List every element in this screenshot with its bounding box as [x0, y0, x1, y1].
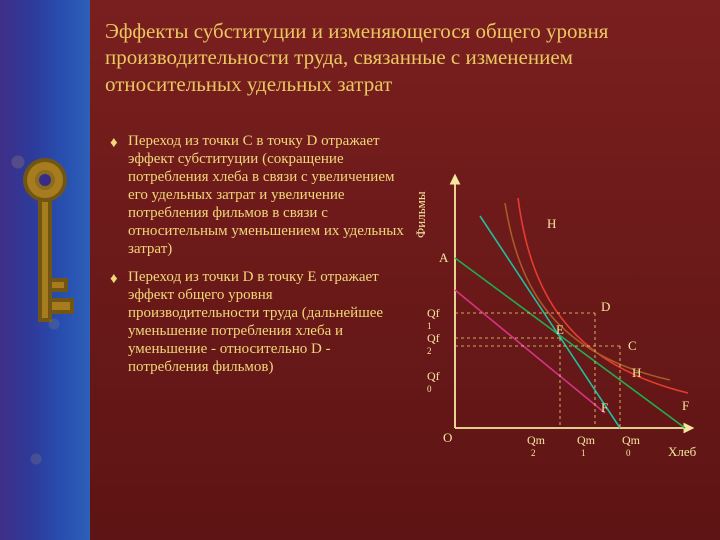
point-label: E [556, 322, 564, 337]
chart-curve-indiff-outer [518, 198, 688, 393]
x-tick-label: Qm [577, 433, 596, 447]
y-tick-sub: 2 [427, 346, 432, 356]
y-axis-label: Фильмы [413, 191, 428, 238]
point-label: A [439, 250, 449, 265]
bullet-text: Переход из точки D в точку E отражает эф… [128, 268, 405, 376]
chart-line-HH-teal [480, 216, 620, 428]
y-tick-label: Qf [427, 369, 440, 383]
key-icon [10, 150, 80, 370]
point-label: F [682, 398, 689, 413]
y-tick-label: Qf [427, 331, 440, 345]
x-tick-sub: 2 [531, 448, 536, 458]
diamond-bullet-icon: ♦ [110, 132, 128, 258]
x-tick-label: Qm [527, 433, 546, 447]
diamond-bullet-icon: ♦ [110, 268, 128, 376]
point-label: Хлеб [668, 444, 697, 459]
y-tick-sub: 0 [427, 384, 432, 394]
point-label: H [547, 216, 556, 231]
slide: Эффекты субституции и изменяющегося обще… [0, 0, 720, 540]
chart-line-AF-green [455, 258, 685, 428]
body-text: ♦Переход из точки C в точку D отражает э… [110, 132, 405, 386]
bullet-item: ♦Переход из точки C в точку D отражает э… [110, 132, 405, 258]
bullet-text: Переход из точки C в точку D отражает эф… [128, 132, 405, 258]
x-tick-label: Qm [622, 433, 641, 447]
point-label: F [601, 400, 608, 415]
x-tick-sub: 1 [581, 448, 586, 458]
point-label: O [443, 430, 452, 445]
slide-title: Эффекты субституции и изменяющегося обще… [105, 18, 695, 97]
point-label: C [628, 338, 637, 353]
decorative-left-strip [0, 0, 90, 540]
economics-chart: OAHDCEHFFХлебФильмыQf1Qf2Qf0Qm2Qm1Qm0 [410, 168, 705, 468]
y-tick-sub: 1 [427, 321, 432, 331]
bullet-item: ♦Переход из точки D в точку E отражает э… [110, 268, 405, 376]
x-tick-sub: 0 [626, 448, 631, 458]
point-label: H [632, 365, 641, 380]
point-label: D [601, 299, 610, 314]
y-tick-label: Qf [427, 306, 440, 320]
